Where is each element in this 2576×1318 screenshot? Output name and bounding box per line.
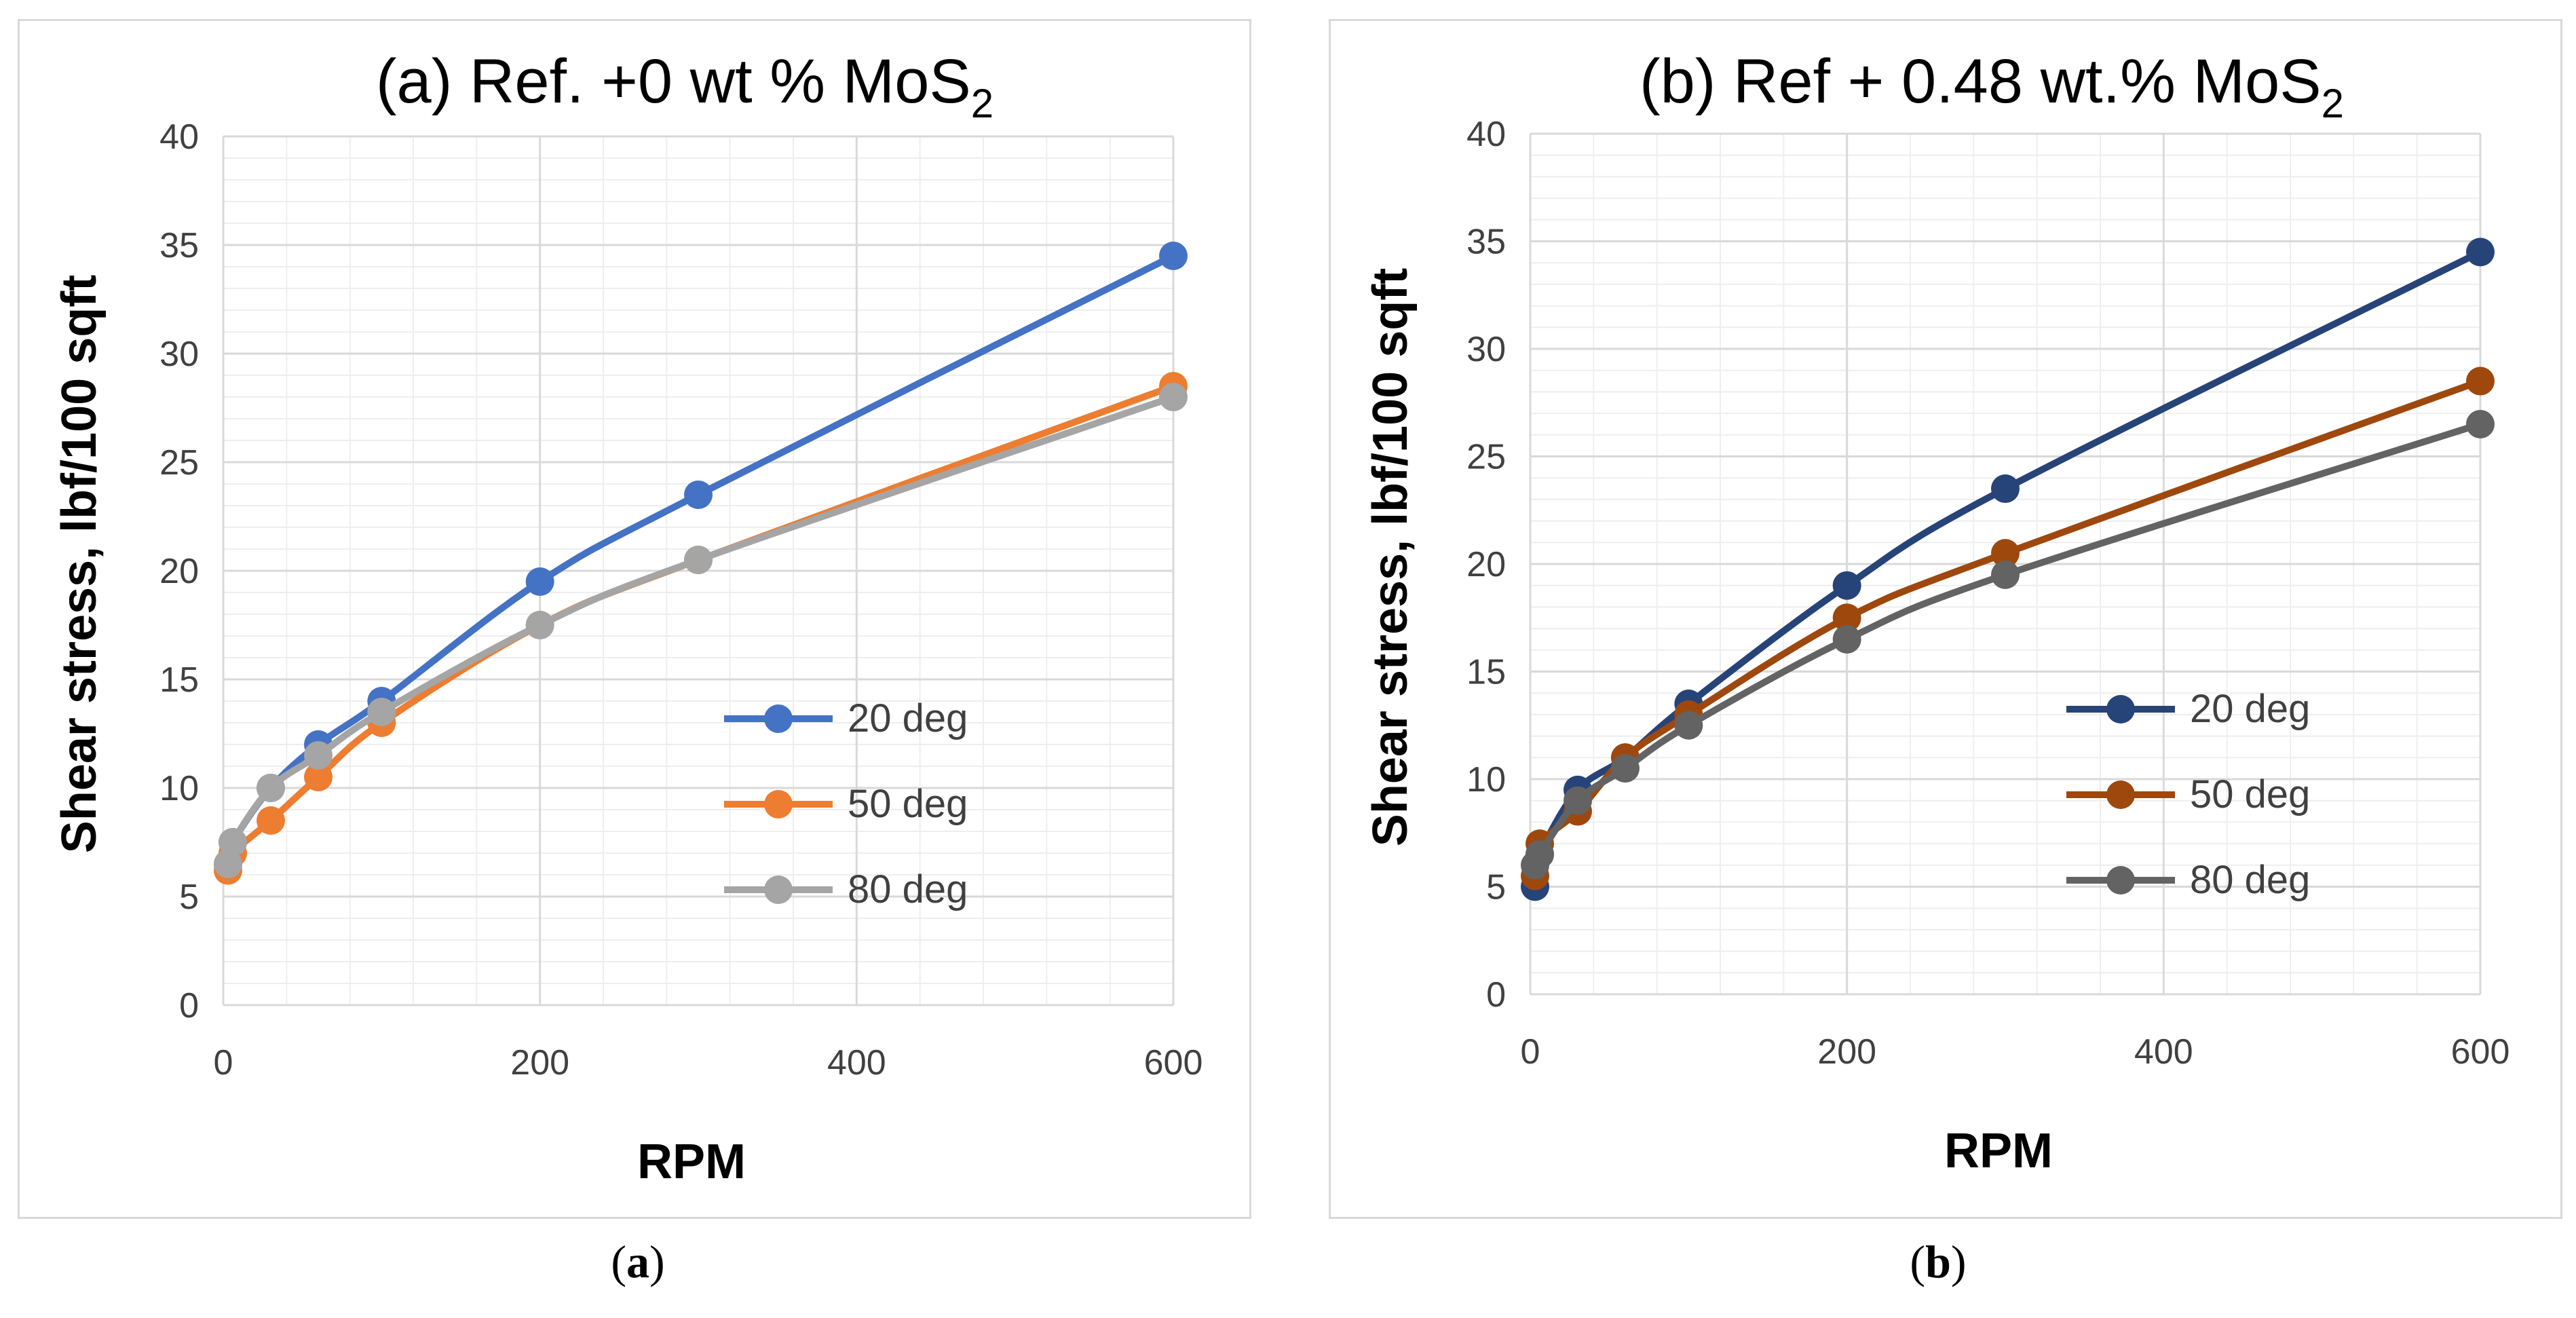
y-tick-label: 25 (159, 443, 199, 483)
series-80-deg (1521, 409, 2495, 880)
legend-swatch-marker (764, 875, 793, 904)
legend-item: 50 deg (724, 782, 968, 826)
data-point (304, 763, 333, 791)
legend-item: 20 deg (2066, 687, 2310, 731)
y-tick-label: 35 (1466, 223, 1506, 262)
data-point (684, 481, 713, 509)
x-axis-title: RPM (1944, 1124, 2053, 1178)
data-point (2466, 409, 2495, 438)
y-tick-label: 5 (179, 878, 199, 917)
x-tick-label: 400 (827, 1043, 886, 1082)
data-point (1832, 624, 1861, 654)
legend-swatch-marker (2106, 695, 2135, 723)
y-tick-label: 30 (159, 335, 199, 374)
y-tick-label: 10 (1466, 760, 1506, 799)
data-point (257, 774, 285, 802)
legend-label: 50 deg (848, 782, 968, 826)
legend-item: 80 deg (2066, 858, 2310, 902)
data-point (1832, 571, 1861, 600)
data-point (684, 546, 713, 574)
data-point (525, 567, 554, 596)
legend-swatch-marker (764, 790, 793, 818)
data-point (1159, 383, 1188, 411)
legend-label: 80 deg (848, 867, 968, 911)
x-tick-label: 0 (214, 1043, 233, 1082)
chart-title: (b) Ref + 0.48 wt.% MoS2 (1640, 47, 2344, 126)
legend-label: 20 deg (848, 696, 968, 740)
y-tick-label: 15 (1466, 653, 1506, 692)
legend-label: 50 deg (2190, 772, 2310, 816)
data-point (1564, 786, 1592, 815)
data-point (257, 806, 285, 835)
series-line (224, 394, 1175, 865)
y-tick-label: 0 (179, 986, 199, 1025)
y-tick-label: 35 (159, 226, 199, 265)
data-point (2466, 366, 2495, 396)
x-tick-label: 400 (2134, 1032, 2193, 1072)
y-tick-label: 40 (159, 117, 199, 157)
series-80-deg (214, 383, 1188, 878)
data-point (1991, 539, 2020, 568)
data-point (1526, 840, 1554, 869)
data-point (2466, 238, 2495, 267)
series-line (224, 383, 1175, 871)
data-point (367, 698, 396, 726)
y-tick-label: 20 (159, 552, 199, 591)
series-50-deg (214, 372, 1188, 885)
legend-swatch-marker (2106, 780, 2135, 809)
data-point (1991, 474, 2020, 504)
y-tick-label: 15 (159, 660, 199, 700)
legend: 20 deg 50 deg 80 deg (724, 696, 968, 911)
legend-label: 80 deg (2190, 858, 2310, 902)
legend-swatch-marker (2106, 866, 2135, 895)
subfigure-label-a: (a) (611, 1236, 665, 1287)
y-tick-label: 30 (1466, 330, 1506, 369)
data-point (214, 850, 242, 878)
y-tick-label: 5 (1486, 868, 1506, 907)
x-axis-title: RPM (637, 1135, 746, 1189)
y-tick-label: 10 (159, 769, 199, 808)
y-tick-label: 25 (1466, 438, 1506, 477)
legend-item: 50 deg (2066, 772, 2310, 816)
chart-title-text: (b) Ref + 0.48 wt.% MoS (1640, 47, 2322, 116)
chart-title-text: (a) Ref. +0 wt % MoS (376, 47, 971, 116)
data-point (219, 828, 247, 856)
legend-item: 20 deg (724, 696, 968, 740)
y-tick-label: 20 (1466, 545, 1506, 584)
y-tick-label: 40 (1466, 115, 1506, 154)
data-point (525, 611, 554, 639)
data-point (1674, 711, 1703, 740)
chart-title-subscript: 2 (2322, 81, 2344, 126)
y-axis-title: Shear stress, lbf/100 sqft (52, 275, 107, 853)
major-gridlines (222, 135, 1175, 1006)
data-point (1991, 560, 2020, 589)
legend-label: 20 deg (2190, 687, 2310, 731)
x-tick-label: 200 (1817, 1032, 1876, 1072)
data-point (304, 741, 333, 770)
data-point (1159, 242, 1188, 270)
subfigure-label-b: (b) (1910, 1236, 1967, 1287)
chart-title: (a) Ref. +0 wt % MoS2 (376, 47, 993, 126)
legend-item: 80 deg (724, 867, 968, 911)
chart-panel-b: 0 5 10 15 20 25 30 35 40 0 200 400 600 (b) Ref + 0.48… (1329, 19, 2562, 1219)
x-tick-label: 600 (1144, 1043, 1203, 1082)
x-tick-label: 200 (510, 1043, 569, 1082)
legend-swatch-marker (764, 704, 793, 733)
y-tick-label: 0 (1486, 975, 1506, 1015)
x-tick-label: 600 (2451, 1032, 2510, 1072)
x-tick-label: 0 (1521, 1032, 1540, 1072)
data-point (1832, 603, 1861, 633)
chart-title-subscript: 2 (971, 81, 993, 126)
y-axis-title: Shear stress, lbf/100 sqft (1363, 268, 1418, 846)
data-point (1611, 754, 1640, 783)
legend: 20 deg 50 deg 80 deg (2066, 687, 2310, 902)
chart-panel-a: 0 5 10 15 20 25 30 35 40 0 200 400 600 (a) Ref. +0 wt… (18, 19, 1251, 1219)
major-gridlines (1529, 132, 2482, 996)
